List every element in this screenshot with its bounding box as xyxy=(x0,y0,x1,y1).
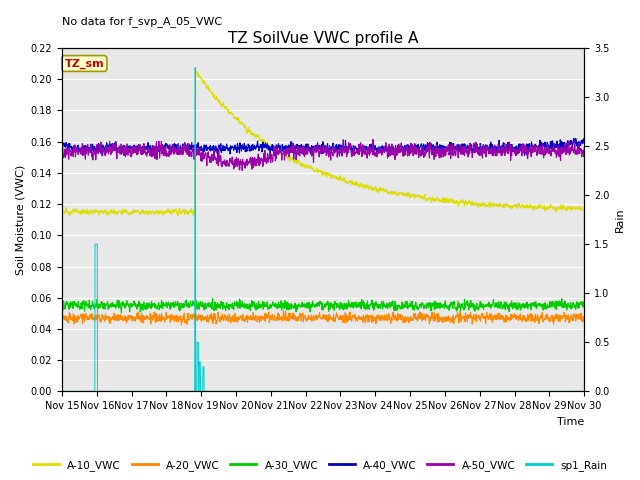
Legend: A-10_VWC, A-20_VWC, A-30_VWC, A-40_VWC, A-50_VWC, sp1_Rain: A-10_VWC, A-20_VWC, A-30_VWC, A-40_VWC, … xyxy=(29,456,611,475)
Y-axis label: Rain: Rain xyxy=(615,207,625,232)
Y-axis label: Soil Moisture (VWC): Soil Moisture (VWC) xyxy=(15,165,25,275)
Title: TZ SoilVue VWC profile A: TZ SoilVue VWC profile A xyxy=(228,31,419,46)
Text: No data for f_svp_A_05_VWC: No data for f_svp_A_05_VWC xyxy=(62,17,222,27)
X-axis label: Time: Time xyxy=(557,417,584,427)
Text: TZ_sm: TZ_sm xyxy=(65,59,104,69)
